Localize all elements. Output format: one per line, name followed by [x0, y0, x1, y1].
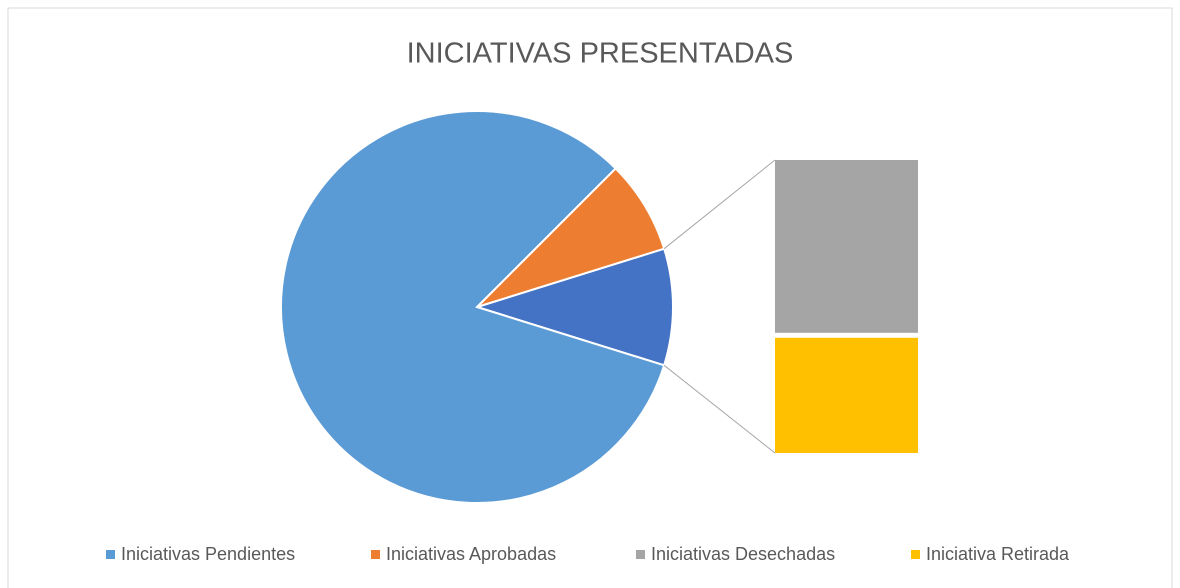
- connector-line: [663, 364, 776, 454]
- bar-segment: [775, 160, 918, 333]
- legend-swatch: [911, 550, 920, 559]
- pie-slice: [280, 110, 666, 504]
- chart-title: INICIATIVAS PRESENTADAS: [407, 38, 794, 70]
- legend-label: Iniciativas Pendientes: [121, 544, 295, 564]
- pie-slice-other: [473, 247, 674, 367]
- legend-swatch: [106, 550, 115, 559]
- connector-line: [663, 159, 776, 250]
- legend-label: Iniciativas Aprobadas: [386, 544, 556, 564]
- pie-slice: [476, 166, 666, 308]
- legend-swatch: [636, 550, 645, 559]
- legend-swatch: [371, 550, 380, 559]
- legend-label: Iniciativas Desechadas: [651, 544, 835, 564]
- bar-segment: [775, 337, 918, 453]
- legend-label: Iniciativa Retirada: [926, 544, 1070, 564]
